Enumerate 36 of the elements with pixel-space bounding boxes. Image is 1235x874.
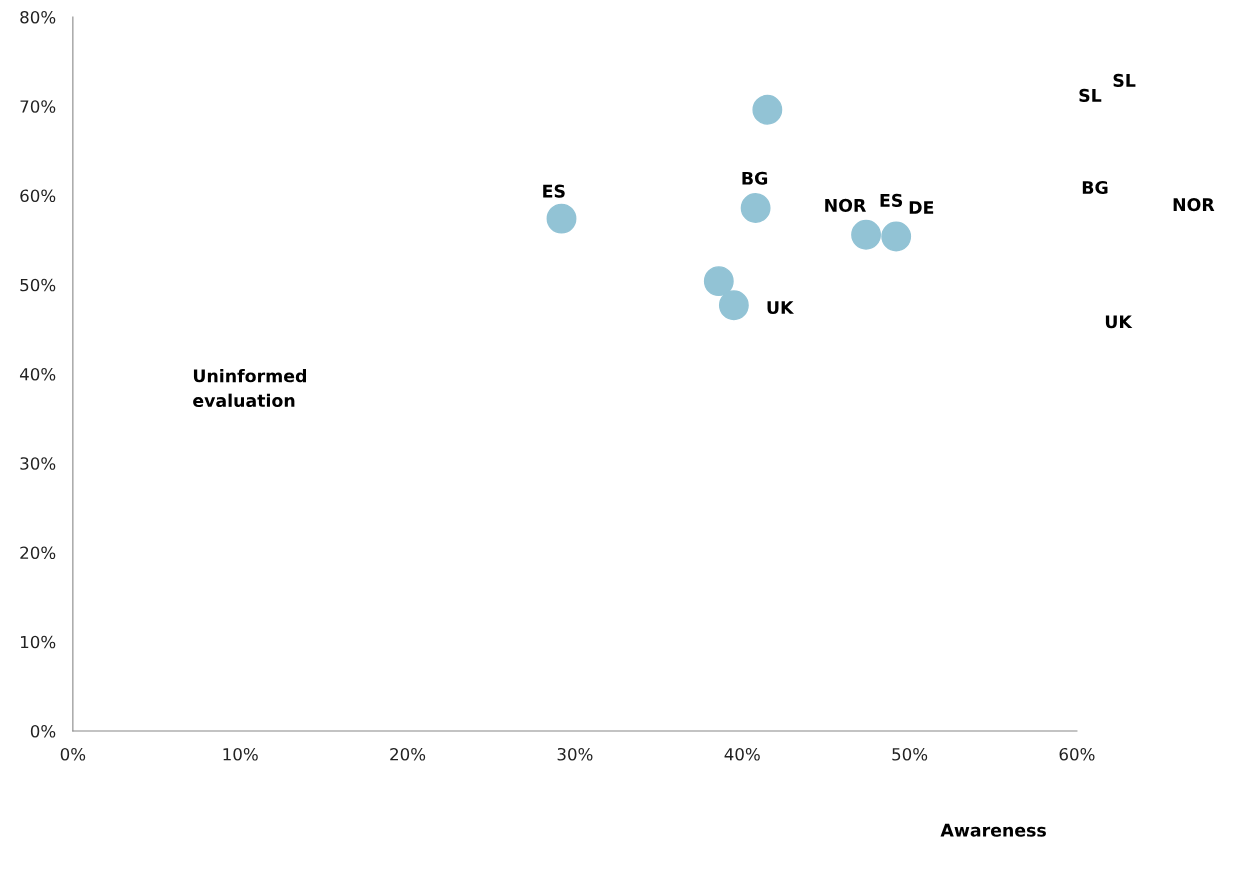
text: SL: [1113, 73, 1136, 87]
point: [752, 94, 783, 125]
annotation: ES: [543, 184, 565, 198]
x-tick-label: 20%: [390, 747, 426, 761]
x-tick-label: 60%: [1059, 747, 1095, 761]
text: NOR: [1173, 198, 1215, 212]
y-tick-label: 30%: [20, 457, 56, 470]
y-tick-label: 40%: [19, 367, 56, 381]
annotation: Uninformed evaluation: [193, 368, 306, 408]
x-tick-label: 0%: [60, 747, 86, 761]
point: [718, 290, 749, 321]
x-tick-label: 10%: [223, 747, 258, 761]
point: [703, 266, 734, 297]
y-tick-label: 0%: [30, 724, 56, 738]
y-tick-label: 10%: [20, 635, 56, 649]
text: SL: [1079, 88, 1102, 102]
point: [851, 219, 881, 250]
x-tick-label: 30%: [557, 747, 593, 761]
annotation: NOR: [825, 198, 866, 212]
point: [740, 193, 771, 223]
point: [546, 203, 577, 234]
y-tick-label: 70%: [20, 100, 56, 113]
text: Awareness: [940, 823, 1046, 837]
text: UK: [1105, 315, 1133, 329]
annotation: BG: [742, 171, 768, 185]
y-tick-label: 60%: [20, 189, 56, 203]
y-tick-label: 50%: [20, 278, 56, 292]
annotation: ES: [880, 193, 903, 207]
point: [881, 221, 912, 252]
x-tick-label: 40%: [724, 747, 760, 761]
annotation: UK: [767, 301, 795, 315]
y-tick-label: 20%: [20, 546, 56, 560]
y-tick-label: 80%: [20, 10, 56, 24]
annotation: DE: [909, 201, 934, 214]
text: BG: [1082, 180, 1108, 195]
x-tick-label: 50%: [892, 747, 928, 761]
